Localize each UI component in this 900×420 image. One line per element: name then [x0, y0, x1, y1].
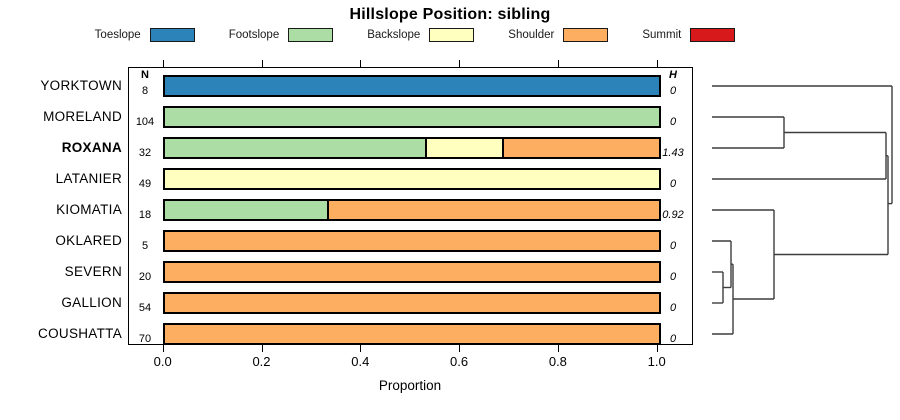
legend-swatch-backslope-icon [429, 28, 475, 42]
h-value: 0 [669, 116, 677, 128]
bar-segment-shoulder [164, 325, 659, 343]
bar-segment-backslope [427, 139, 505, 157]
legend-swatch-footslope-icon [288, 28, 334, 42]
proportion-bar-yorktown [162, 75, 661, 97]
bar-segment-footslope [164, 201, 330, 219]
legend-item-backslope: Backslope [367, 28, 475, 42]
n-value: 32 [138, 147, 152, 159]
proportion-bar-moreland [162, 106, 661, 128]
h-value: 0 [669, 333, 677, 345]
legend-item-shoulder: Shoulder [508, 28, 609, 42]
bar-segment-shoulder [504, 139, 659, 157]
legend-label: Footslope [228, 29, 280, 41]
bar-segment-footslope [164, 108, 659, 126]
bar-segment-shoulder [164, 232, 659, 250]
n-value: 54 [138, 302, 152, 314]
x-axis-tick-bottom [261, 345, 263, 352]
legend-label: Shoulder [508, 29, 555, 41]
proportion-bar-roxana [162, 137, 661, 159]
h-value: 0 [669, 271, 677, 283]
x-axis-tick-top [557, 60, 559, 67]
row-label-moreland: MORELAND [43, 109, 122, 124]
proportion-bar-oklared [162, 230, 661, 252]
x-axis-tick-top [162, 60, 164, 67]
row-label-yorktown: YORKTOWN [40, 78, 122, 93]
x-axis-tick-top [459, 60, 461, 67]
n-value: 104 [135, 116, 155, 128]
proportion-bar-kiomatia [162, 199, 661, 221]
proportion-bar-severn [162, 261, 661, 283]
n-value: 5 [141, 240, 149, 252]
legend-label: Backslope [367, 29, 421, 41]
row-label-oklared: OKLARED [55, 233, 122, 248]
n-value: 70 [138, 333, 152, 345]
n-value: 18 [138, 209, 152, 221]
row-label-severn: SEVERN [64, 264, 122, 279]
x-axis-tick-bottom [656, 345, 658, 352]
legend: Toeslope Footslope Backslope Shoulder Summit [0, 25, 830, 45]
n-value: 49 [138, 178, 152, 190]
bar-segment-toeslope [164, 77, 659, 95]
n-column-header: N [141, 69, 149, 81]
legend-label: Summit [642, 29, 682, 41]
x-axis-tick-top [360, 60, 362, 67]
proportion-bar-latanier [162, 168, 661, 190]
proportion-bar-gallion [162, 292, 661, 314]
legend-swatch-shoulder-icon [563, 28, 609, 42]
x-axis-tick-bottom [557, 345, 559, 352]
x-axis-tick-label: 0.8 [548, 354, 567, 369]
bar-segment-shoulder [329, 201, 659, 219]
row-label-kiomatia: KIOMATIA [56, 202, 122, 217]
bar-segment-backslope [164, 170, 659, 188]
legend-swatch-toeslope-icon [149, 28, 195, 42]
n-value: 8 [141, 85, 149, 97]
x-axis-tick-top [656, 60, 658, 67]
x-axis-tick-label: 0.0 [153, 354, 172, 369]
h-value: 1.43 [662, 147, 684, 159]
x-axis-tick-bottom [162, 345, 164, 352]
chart-title: Hillslope Position: sibling [349, 6, 551, 23]
x-axis-label: Proportion [378, 378, 442, 393]
bar-segment-shoulder [164, 294, 659, 312]
legend-item-toeslope: Toeslope [95, 28, 195, 42]
x-axis-tick-top [261, 60, 263, 67]
h-value: 0 [669, 302, 677, 314]
x-axis-tick-bottom [459, 345, 461, 352]
bar-segment-shoulder [164, 263, 659, 281]
n-value: 20 [138, 271, 152, 283]
row-label-coushatta: COUSHATTA [38, 326, 122, 341]
legend-label: Toeslope [94, 29, 141, 41]
legend-swatch-summit-icon [690, 28, 736, 42]
h-value: 0 [669, 178, 677, 190]
proportion-bar-coushatta [162, 323, 661, 345]
row-label-roxana: ROXANA [61, 140, 122, 155]
x-axis-tick-label: 0.6 [450, 354, 469, 369]
x-axis-tick-label: 0.2 [252, 354, 271, 369]
h-column-header: H [669, 69, 677, 81]
row-label-gallion: GALLION [61, 295, 122, 310]
x-axis-tick-label: 0.4 [351, 354, 370, 369]
h-value: 0.92 [662, 209, 684, 221]
bar-segment-footslope [164, 139, 427, 157]
x-axis-tick-bottom [360, 345, 362, 352]
legend-item-summit: Summit [642, 28, 736, 42]
row-label-latanier: LATANIER [55, 171, 122, 186]
h-value: 0 [669, 85, 677, 97]
h-value: 0 [669, 240, 677, 252]
legend-item-footslope: Footslope [229, 28, 334, 42]
x-axis-tick-label: 1.0 [647, 354, 666, 369]
